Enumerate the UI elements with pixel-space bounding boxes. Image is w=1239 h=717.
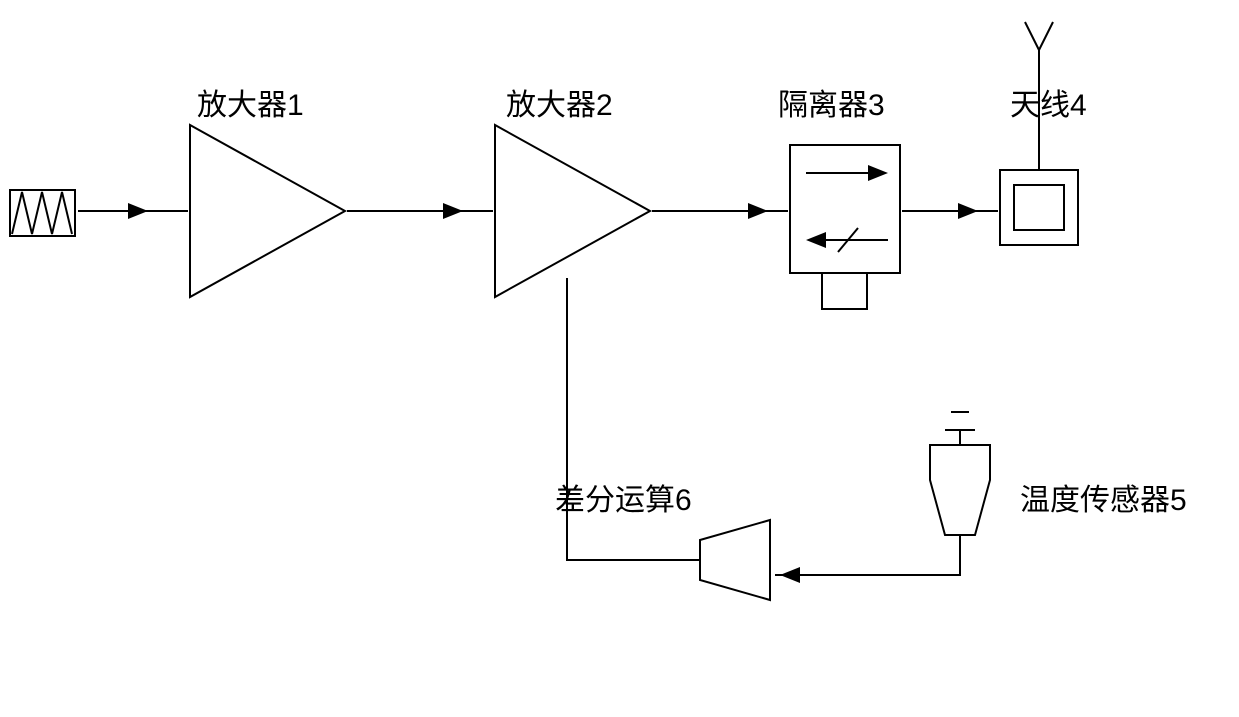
signal-chain-diagram: 放大器1 放大器2 隔离器3 天线4 温度传感器5 差分运算6 (0, 0, 1239, 712)
conn-source-amp1 (78, 203, 188, 219)
conn-amp1-amp2 (347, 203, 493, 219)
amplifier2-label: 放大器2 (506, 80, 613, 124)
conn-amp2-isolator (652, 203, 788, 219)
temp-sensor (930, 412, 990, 535)
antenna (1000, 22, 1078, 245)
amplifier1-label: 放大器1 (197, 80, 304, 124)
diff-operator (700, 520, 770, 600)
isolator3-label: 隔离器3 (778, 80, 885, 124)
isolator (790, 145, 900, 309)
conn-isolator-antenna (902, 203, 998, 219)
antenna4-label: 天线4 (1010, 80, 1087, 124)
tempsensor5-label: 温度传感器5 (1020, 475, 1187, 519)
amplifier-1 (190, 125, 345, 297)
signal-source (10, 190, 75, 236)
amplifier-2 (495, 125, 650, 297)
diffop6-label: 差分运算6 (555, 475, 692, 519)
conn-tempsensor-diffop (775, 535, 960, 583)
